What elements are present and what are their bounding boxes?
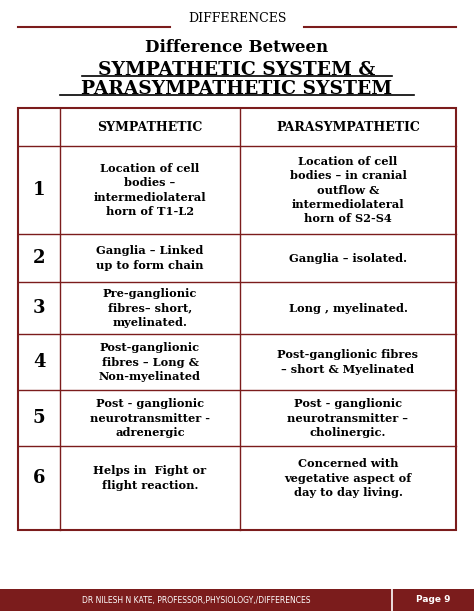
Text: DIFFERENCES: DIFFERENCES bbox=[188, 12, 286, 25]
Text: 5: 5 bbox=[33, 409, 46, 427]
Text: PARASYMPATHETIC: PARASYMPATHETIC bbox=[276, 121, 420, 134]
Text: 3: 3 bbox=[33, 299, 45, 317]
Text: Location of cell
bodies – in cranial
outflow &
intermediolateral
horn of S2-S4: Location of cell bodies – in cranial out… bbox=[290, 156, 406, 224]
Text: Post - ganglionic
neurotransmitter –
cholinergic.: Post - ganglionic neurotransmitter – cho… bbox=[288, 398, 409, 438]
Text: PARASYMPATHETIC SYSTEM: PARASYMPATHETIC SYSTEM bbox=[82, 80, 392, 98]
Text: Post-ganglionic fibres
– short & Myelinated: Post-ganglionic fibres – short & Myelina… bbox=[277, 349, 419, 375]
Text: SYMPATHETIC SYSTEM &: SYMPATHETIC SYSTEM & bbox=[99, 61, 375, 79]
Text: SYMPATHETIC: SYMPATHETIC bbox=[97, 121, 203, 134]
Text: Page 9: Page 9 bbox=[416, 595, 450, 604]
Text: Location of cell
bodies –
intermediolateral
horn of T1-L2: Location of cell bodies – intermediolate… bbox=[94, 163, 206, 217]
Text: 1: 1 bbox=[33, 181, 45, 199]
Text: Post-ganglionic
fibres – Long &
Non-myelinated: Post-ganglionic fibres – Long & Non-myel… bbox=[99, 342, 201, 382]
Text: 6: 6 bbox=[33, 469, 45, 487]
Text: Pre-ganglionic
fibres– short,
myelinated.: Pre-ganglionic fibres– short, myelinated… bbox=[103, 288, 197, 328]
Text: Ganglia – Linked
up to form chain: Ganglia – Linked up to form chain bbox=[96, 245, 204, 270]
Text: Post - ganglionic
neurotransmitter -
adrenergic: Post - ganglionic neurotransmitter - adr… bbox=[90, 398, 210, 438]
Text: Helps in  Fight or
flight reaction.: Helps in Fight or flight reaction. bbox=[93, 465, 207, 490]
Text: Long , myelinated.: Long , myelinated. bbox=[289, 302, 408, 313]
Text: Difference Between: Difference Between bbox=[146, 39, 328, 56]
Text: 4: 4 bbox=[33, 353, 45, 371]
Text: 2: 2 bbox=[33, 249, 45, 267]
Text: Ganglia – isolated.: Ganglia – isolated. bbox=[289, 253, 407, 264]
Text: Concerned with
vegetative aspect of
day to day living.: Concerned with vegetative aspect of day … bbox=[284, 459, 411, 498]
Bar bbox=[18, 108, 456, 530]
Text: DR NILESH N KATE, PROFESSOR,PHYSIOLOGY,/DIFFERENCES: DR NILESH N KATE, PROFESSOR,PHYSIOLOGY,/… bbox=[82, 595, 310, 604]
Bar bbox=[0, 589, 474, 611]
